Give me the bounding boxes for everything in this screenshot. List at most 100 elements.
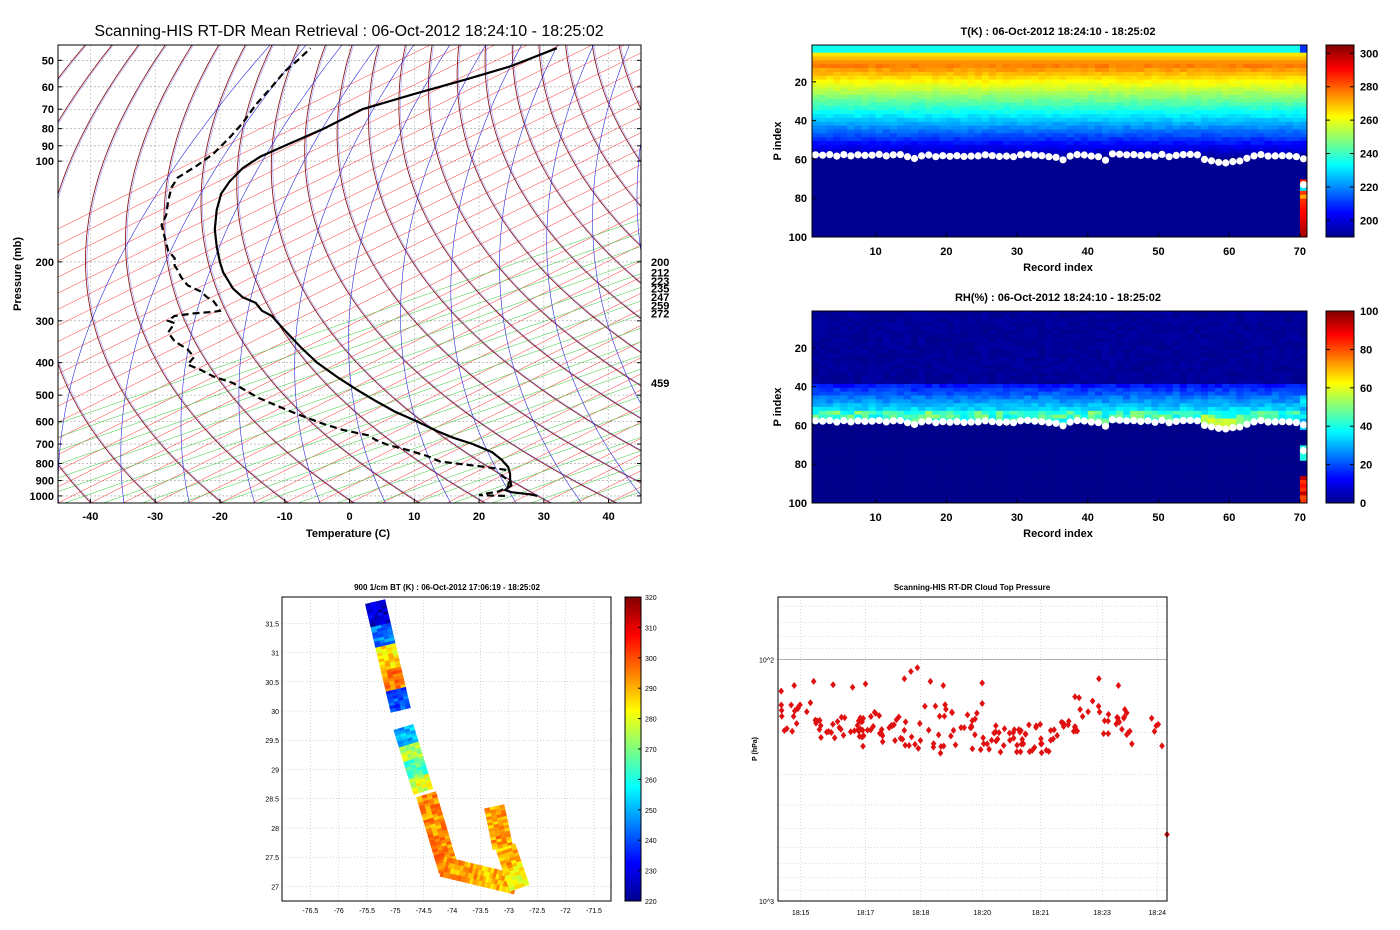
heatmap-cell <box>1236 187 1244 192</box>
heatmap-cell <box>946 91 954 96</box>
heatmap-cell <box>1038 114 1046 119</box>
heatmap-cell <box>1250 225 1258 230</box>
heatmap-cell <box>868 456 877 462</box>
heatmap-cell <box>1052 206 1060 211</box>
heatmap-cell <box>1292 164 1301 169</box>
heatmap-cell <box>854 437 862 442</box>
heatmap-cell <box>896 414 905 419</box>
heatmap-cell <box>1215 171 1223 176</box>
heatmap-cell <box>1038 102 1046 107</box>
heatmap-cell <box>833 330 841 335</box>
heatmap-cell <box>1087 52 1096 57</box>
heatmap-cell <box>953 464 961 469</box>
heatmap-cell <box>939 68 947 73</box>
heatmap-cell <box>826 349 834 354</box>
heatmap-cell <box>1215 141 1223 146</box>
heatmap-cell <box>1250 110 1258 115</box>
heatmap-cell <box>826 141 834 146</box>
heatmap-cell <box>1179 164 1188 169</box>
heatmap-cell <box>1087 56 1096 61</box>
heatmap-cell <box>875 445 884 450</box>
tk-cloud-markers <box>811 150 1308 189</box>
heatmap-cell <box>939 479 947 485</box>
heatmap-cell <box>925 445 933 450</box>
heatmap-cell <box>1059 198 1067 203</box>
heatmap-cell <box>1144 83 1152 88</box>
heatmap-cell <box>1017 202 1025 207</box>
heatmap-cell <box>911 399 919 404</box>
heatmap-cell <box>1080 194 1089 199</box>
heatmap-cell <box>1271 102 1280 107</box>
heatmap-cell <box>995 183 1004 188</box>
heatmap-cell <box>1179 48 1188 54</box>
heatmap-cell <box>1094 160 1103 165</box>
heatmap-cell <box>1024 179 1032 184</box>
heatmap-cell <box>1101 52 1110 57</box>
tk-title: T(K) : 06-Oct-2012 18:24:10 - 18:25:02 <box>960 26 1155 38</box>
heatmap-cell <box>974 60 983 65</box>
heatmap-cell <box>896 479 905 485</box>
heatmap-cell <box>819 483 827 489</box>
heatmap-cell <box>1264 110 1273 115</box>
heatmap-cell <box>953 164 961 169</box>
heatmap-cell <box>1123 121 1131 127</box>
heatmap-cell <box>1243 117 1251 123</box>
heatmap-cell <box>925 229 933 234</box>
heatmap-cell <box>861 360 869 366</box>
heatmap-cell <box>1271 91 1280 96</box>
heatmap-cell <box>911 476 919 481</box>
heatmap-cell <box>847 433 855 439</box>
cloud-level-marker <box>925 151 933 159</box>
heatmap-cell <box>882 318 891 323</box>
heatmap-cell <box>1172 91 1181 96</box>
heatmap-cell <box>903 129 912 134</box>
heatmap-cell <box>911 468 919 473</box>
x-tick-label: 20 <box>940 246 952 258</box>
heatmap-cell <box>819 206 827 211</box>
heatmap-cell <box>1017 160 1025 165</box>
heatmap-cell <box>868 499 877 504</box>
heatmap-cell <box>1059 148 1067 153</box>
heatmap-cell <box>932 160 940 165</box>
heatmap-cell <box>1101 144 1110 150</box>
heatmap-cell <box>1264 133 1273 138</box>
heatmap-cell <box>1101 75 1110 80</box>
heatmap-cell <box>1031 194 1039 199</box>
heatmap-cell <box>868 164 877 169</box>
heatmap-cell <box>1052 190 1060 196</box>
heatmap-cell <box>1285 133 1294 138</box>
heatmap-cell <box>1193 225 1202 230</box>
heatmap-cell <box>903 311 912 316</box>
heatmap-cell <box>953 476 961 481</box>
heatmap-cell <box>1278 206 1287 211</box>
heatmap-cell <box>932 437 940 442</box>
heatmap-cell <box>868 187 877 192</box>
heatmap-cell <box>1038 171 1046 176</box>
heatmap-cell <box>939 456 947 462</box>
heatmap-cell <box>939 353 947 358</box>
heatmap-cell <box>1137 83 1145 88</box>
heatmap-cell <box>1257 141 1265 146</box>
heatmap-cell <box>960 64 968 69</box>
heatmap-cell <box>953 194 961 199</box>
heatmap-cell <box>1073 229 1082 234</box>
heatmap-cell <box>1080 133 1089 138</box>
heatmap-cell <box>896 129 905 134</box>
heatmap-cell <box>1087 202 1096 207</box>
heatmap-cell <box>1236 75 1244 80</box>
heatmap-cell <box>1292 71 1301 77</box>
cloud-level-marker <box>1073 151 1081 159</box>
heatmap-cell <box>868 445 877 450</box>
heatmap-cell <box>1123 60 1131 65</box>
heatmap-cell <box>861 68 869 73</box>
heatmap-cell <box>826 437 834 442</box>
heatmap-cell <box>932 464 940 469</box>
heatmap-cell <box>918 326 926 331</box>
heatmap-cell <box>1066 171 1075 176</box>
heatmap-cell <box>1073 45 1082 50</box>
heatmap-cell <box>889 495 898 500</box>
heatmap-cell <box>875 129 884 134</box>
heatmap-cell <box>903 341 912 346</box>
heatmap-cell <box>1222 137 1230 142</box>
heatmap-cell <box>1002 148 1011 153</box>
